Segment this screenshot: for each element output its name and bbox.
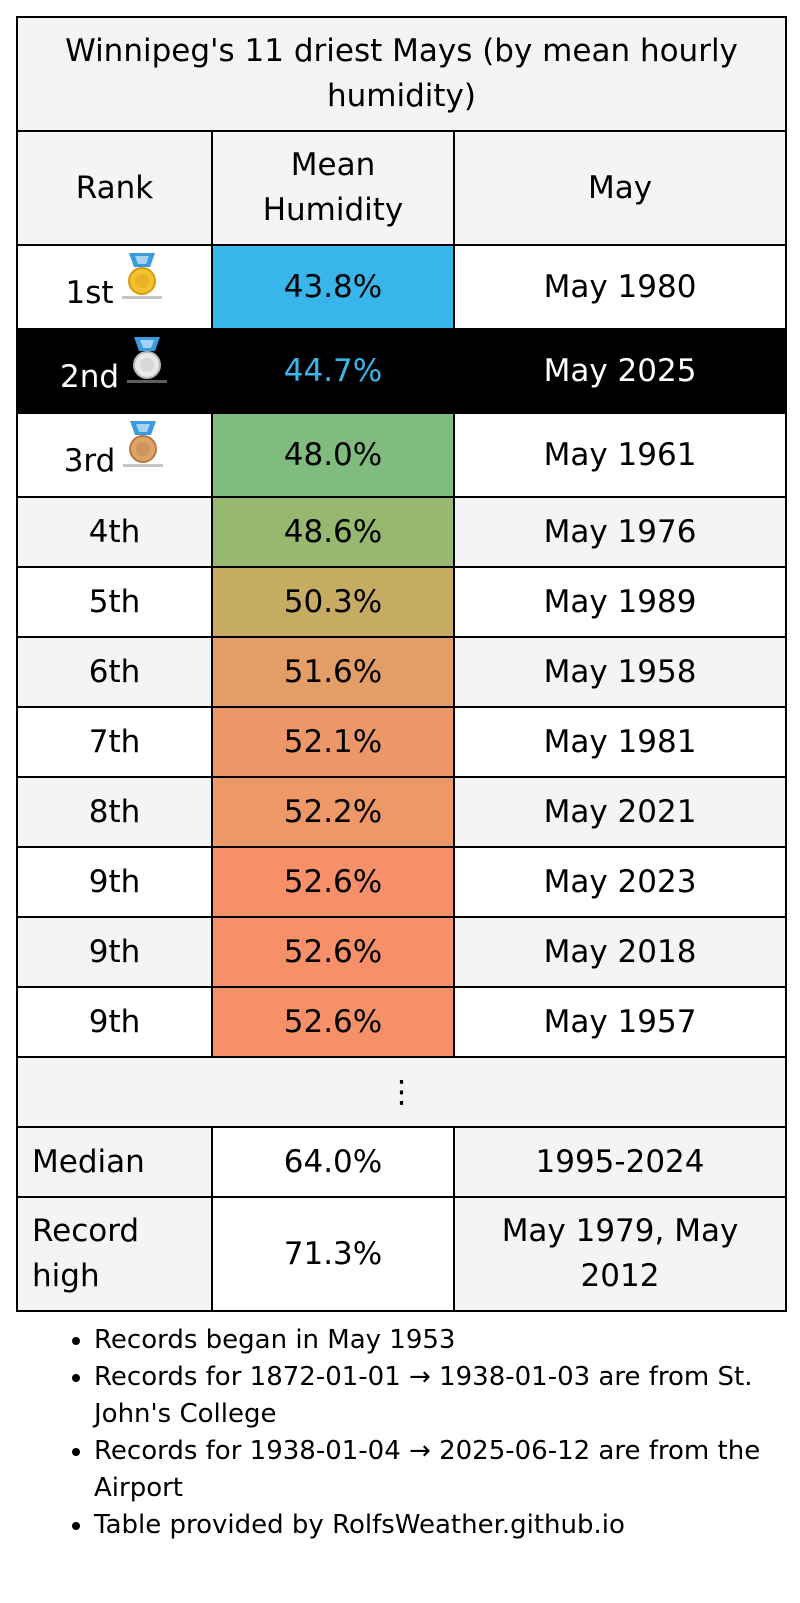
period-cell: May 2021 — [452, 776, 788, 848]
humidity-cell: 50.3% — [211, 566, 455, 638]
bronze-medal-icon — [123, 420, 164, 467]
period-cell: May 1957 — [452, 986, 788, 1058]
header-rank: Rank — [16, 130, 213, 246]
note-item: Records for 1872-01-01 → 1938-01-03 are … — [94, 1359, 800, 1433]
gold-medal-icon — [121, 252, 162, 299]
header-may: May — [452, 130, 788, 246]
notes-list: Records began in May 1953 Records for 18… — [42, 1322, 800, 1544]
record-high-label: Record high — [16, 1196, 213, 1312]
table-row: 8th 52.2% May 2021 — [16, 776, 788, 848]
table-row: 7th 52.1% May 1981 — [16, 706, 788, 778]
rank-label: 2nd — [59, 358, 120, 395]
rank-cell: 2nd — [16, 328, 213, 414]
table-row: 6th 51.6% May 1958 — [16, 636, 788, 708]
table-row: 9th 52.6% May 1957 — [16, 986, 788, 1058]
rank-cell: 5th — [16, 566, 213, 638]
humidity-cell: 52.6% — [211, 916, 455, 988]
header-mean-humidity: Mean Humidity — [211, 130, 455, 246]
record-high-value: 71.3% — [211, 1196, 455, 1312]
period-cell: May 2025 — [452, 328, 788, 414]
ellipsis: ⋮ — [15, 1056, 788, 1128]
rank-rows: 1st 43.8% May 1980 2nd 44.7% May 2025 3rd 48.0%… — [16, 244, 788, 1058]
rank-cell: 6th — [16, 636, 213, 708]
rank-cell: 9th — [16, 916, 213, 988]
median-value: 64.0% — [211, 1126, 455, 1198]
table-row: 5th 50.3% May 1989 — [16, 566, 788, 638]
humidity-cell: 52.6% — [211, 986, 455, 1058]
note-item: Records began in May 1953 — [94, 1322, 800, 1359]
rank-cell: 9th — [16, 986, 213, 1058]
rank-cell: 4th — [16, 496, 213, 568]
header-row: Rank Mean Humidity May — [16, 130, 788, 246]
median-period: 1995-2024 — [452, 1126, 788, 1198]
humidity-cell: 44.7% — [211, 328, 455, 414]
table-row: 9th 52.6% May 2018 — [16, 916, 788, 988]
rank-cell: 7th — [16, 706, 213, 778]
table-row: 4th 48.6% May 1976 — [16, 496, 788, 568]
note-item: Records for 1938-01-04 → 2025-06-12 are … — [94, 1433, 800, 1507]
period-cell: May 1981 — [452, 706, 788, 778]
rank-label: 3rd — [63, 442, 116, 479]
humidity-cell: 51.6% — [211, 636, 455, 708]
period-cell: May 2018 — [452, 916, 788, 988]
rankings-table: Winnipeg's 11 driest Mays (by mean hourl… — [15, 16, 788, 1312]
table-title: Winnipeg's 11 driest Mays (by mean hourl… — [15, 16, 788, 132]
period-cell: May 1976 — [452, 496, 788, 568]
median-label: Median — [16, 1126, 213, 1198]
note-item: Table provided by RolfsWeather.github.io — [94, 1507, 800, 1544]
rank-label: 1st — [65, 274, 114, 311]
table-row: 1st 43.8% May 1980 — [16, 244, 788, 330]
median-row: Median 64.0% 1995-2024 — [16, 1126, 788, 1198]
humidity-cell: 52.6% — [211, 846, 455, 918]
rank-cell: 9th — [16, 846, 213, 918]
table-row: 3rd 48.0% May 1961 — [16, 412, 788, 498]
silver-medal-icon — [127, 336, 168, 383]
humidity-cell: 52.2% — [211, 776, 455, 848]
table-row: 2nd 44.7% May 2025 — [16, 328, 788, 414]
humidity-cell: 48.0% — [211, 412, 455, 498]
humidity-cell: 43.8% — [211, 244, 455, 330]
record-high-period: May 1979, May 2012 — [452, 1196, 788, 1312]
record-high-row: Record high 71.3% May 1979, May 2012 — [16, 1196, 788, 1312]
rank-cell: 8th — [16, 776, 213, 848]
table-row: 9th 52.6% May 2023 — [16, 846, 788, 918]
rank-cell: 1st — [16, 244, 213, 330]
humidity-cell: 48.6% — [211, 496, 455, 568]
rank-cell: 3rd — [16, 412, 213, 498]
ellipsis-row: ⋮ — [15, 1056, 788, 1128]
period-cell: May 2023 — [452, 846, 788, 918]
period-cell: May 1980 — [452, 244, 788, 330]
humidity-cell: 52.1% — [211, 706, 455, 778]
period-cell: May 1989 — [452, 566, 788, 638]
period-cell: May 1958 — [452, 636, 788, 708]
period-cell: May 1961 — [452, 412, 788, 498]
title-row: Winnipeg's 11 driest Mays (by mean hourl… — [15, 16, 788, 132]
